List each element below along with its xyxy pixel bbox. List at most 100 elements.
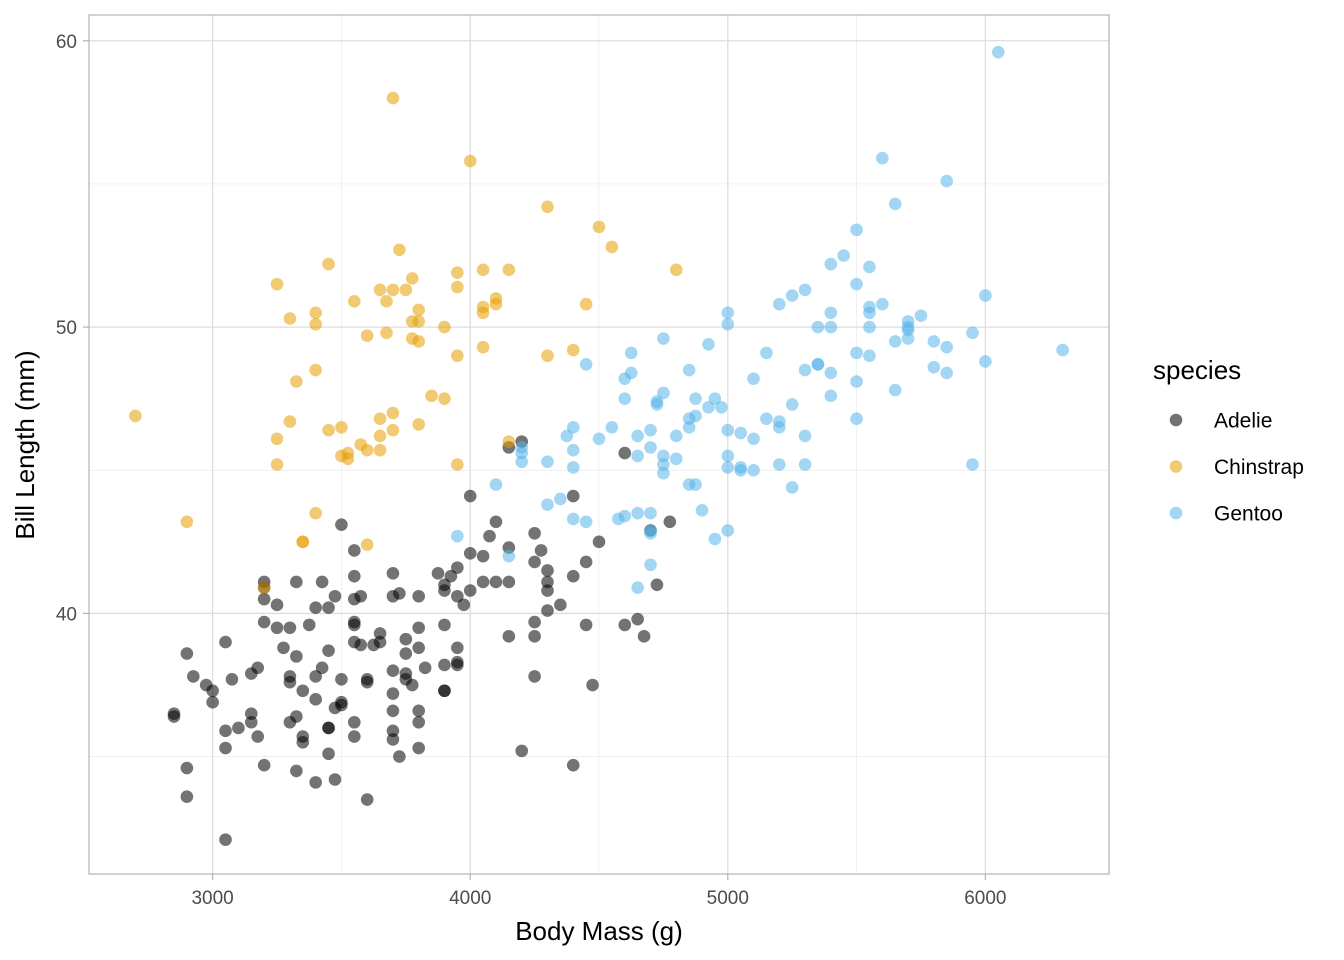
data-point (979, 289, 992, 302)
data-point (219, 833, 232, 846)
data-point (322, 747, 335, 761)
data-point (373, 635, 387, 649)
data-point (451, 561, 464, 574)
y-tick-label: 60 (56, 32, 77, 53)
data-point (257, 592, 271, 606)
data-point (373, 412, 387, 426)
data-point (798, 363, 812, 377)
data-point (283, 312, 297, 325)
data-point (760, 346, 773, 360)
data-point (412, 715, 425, 729)
data-point (644, 423, 657, 437)
data-point (283, 675, 297, 689)
data-point (747, 463, 760, 477)
data-point (283, 415, 297, 428)
data-point (715, 400, 728, 414)
x-tick-label: 3000 (191, 888, 233, 909)
data-point (798, 283, 812, 297)
data-point (270, 621, 284, 635)
data-point (534, 544, 548, 557)
data-point (657, 386, 670, 400)
legend-key (1169, 460, 1183, 473)
data-point (528, 555, 541, 569)
data-point (888, 383, 902, 397)
y-axis-title: Bill Length (mm) (10, 350, 40, 539)
data-point (644, 558, 657, 572)
data-point (631, 506, 644, 520)
series-gentoo (451, 45, 1069, 594)
data-point (451, 658, 464, 672)
data-point (309, 317, 322, 331)
data-point (425, 389, 438, 403)
legend-label: Gentoo (1214, 503, 1283, 526)
x-tick-label: 5000 (707, 888, 749, 909)
data-point (669, 263, 683, 277)
data-point (444, 569, 458, 583)
data-point (773, 458, 786, 471)
gridlines (89, 15, 1109, 874)
data-point (360, 538, 374, 552)
data-point (373, 429, 387, 443)
data-point (290, 650, 303, 663)
data-point (219, 635, 232, 649)
data-point (566, 758, 580, 772)
data-point (624, 346, 638, 360)
series-chinstrap (129, 91, 683, 594)
legend-item-adelie: Adelie (1169, 410, 1272, 433)
data-point (785, 481, 799, 494)
data-point (528, 526, 541, 540)
data-point (354, 589, 368, 603)
data-point (219, 741, 232, 755)
data-point (940, 366, 954, 380)
data-point (966, 458, 979, 471)
legend: species Adelie Chinstrap Gentoo (1153, 355, 1304, 526)
data-point (418, 661, 432, 675)
data-point (489, 297, 503, 311)
data-point (348, 544, 361, 557)
data-point (579, 618, 593, 632)
data-point (747, 432, 760, 446)
data-point (438, 618, 451, 632)
data-point (463, 489, 477, 503)
data-point (290, 575, 303, 589)
data-point (689, 478, 702, 491)
data-point (309, 363, 322, 377)
data-point (541, 200, 554, 214)
data-point (277, 641, 290, 655)
data-point (798, 429, 812, 443)
data-point (721, 461, 735, 474)
data-point (206, 695, 219, 709)
data-point (290, 375, 303, 388)
data-point (863, 349, 876, 363)
data-point (850, 223, 863, 237)
data-point (451, 458, 464, 471)
data-point (702, 337, 715, 351)
data-point (373, 443, 387, 457)
data-point (811, 320, 825, 334)
data-point (637, 630, 651, 643)
data-point (773, 297, 786, 311)
data-point (315, 575, 329, 589)
x-tick-label: 4000 (449, 888, 491, 909)
data-point (708, 392, 722, 405)
legend-item-chinstrap: Chinstrap (1169, 456, 1304, 479)
legend-key (1169, 506, 1183, 520)
data-point (579, 358, 593, 371)
data-point (257, 615, 271, 629)
data-point (657, 466, 670, 480)
data-point (322, 644, 335, 657)
data-point (180, 647, 194, 660)
data-point (386, 406, 400, 420)
data-point (721, 449, 735, 463)
data-point (631, 449, 644, 463)
x-axis-title: Body Mass (g) (515, 916, 683, 946)
legend-label: Adelie (1214, 410, 1272, 433)
data-point (785, 289, 799, 302)
data-point (283, 621, 297, 635)
data-point (618, 618, 632, 632)
data-point (566, 569, 580, 583)
data-point (476, 263, 490, 277)
data-point (966, 326, 979, 340)
data-point (605, 421, 619, 434)
data-point (669, 452, 683, 466)
